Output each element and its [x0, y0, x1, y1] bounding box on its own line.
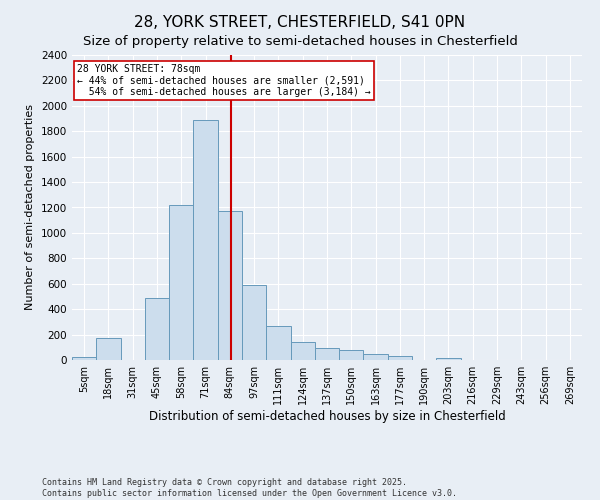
Bar: [436, 358, 461, 360]
Bar: [169, 205, 193, 360]
Text: 28, YORK STREET, CHESTERFIELD, S41 0PN: 28, YORK STREET, CHESTERFIELD, S41 0PN: [134, 15, 466, 30]
Bar: [96, 338, 121, 360]
Bar: [266, 326, 290, 360]
Text: Contains HM Land Registry data © Crown copyright and database right 2025.
Contai: Contains HM Land Registry data © Crown c…: [42, 478, 457, 498]
Bar: [242, 285, 266, 360]
Bar: [290, 342, 315, 360]
Bar: [72, 357, 96, 360]
Bar: [364, 354, 388, 360]
Bar: [218, 212, 242, 360]
Bar: [193, 120, 218, 360]
Text: Size of property relative to semi-detached houses in Chesterfield: Size of property relative to semi-detach…: [83, 35, 517, 48]
Bar: [388, 356, 412, 360]
Y-axis label: Number of semi-detached properties: Number of semi-detached properties: [25, 104, 35, 310]
Bar: [339, 350, 364, 360]
Bar: [145, 298, 169, 360]
X-axis label: Distribution of semi-detached houses by size in Chesterfield: Distribution of semi-detached houses by …: [149, 410, 505, 423]
Bar: [315, 348, 339, 360]
Text: 28 YORK STREET: 78sqm
← 44% of semi-detached houses are smaller (2,591)
  54% of: 28 YORK STREET: 78sqm ← 44% of semi-deta…: [77, 64, 371, 98]
